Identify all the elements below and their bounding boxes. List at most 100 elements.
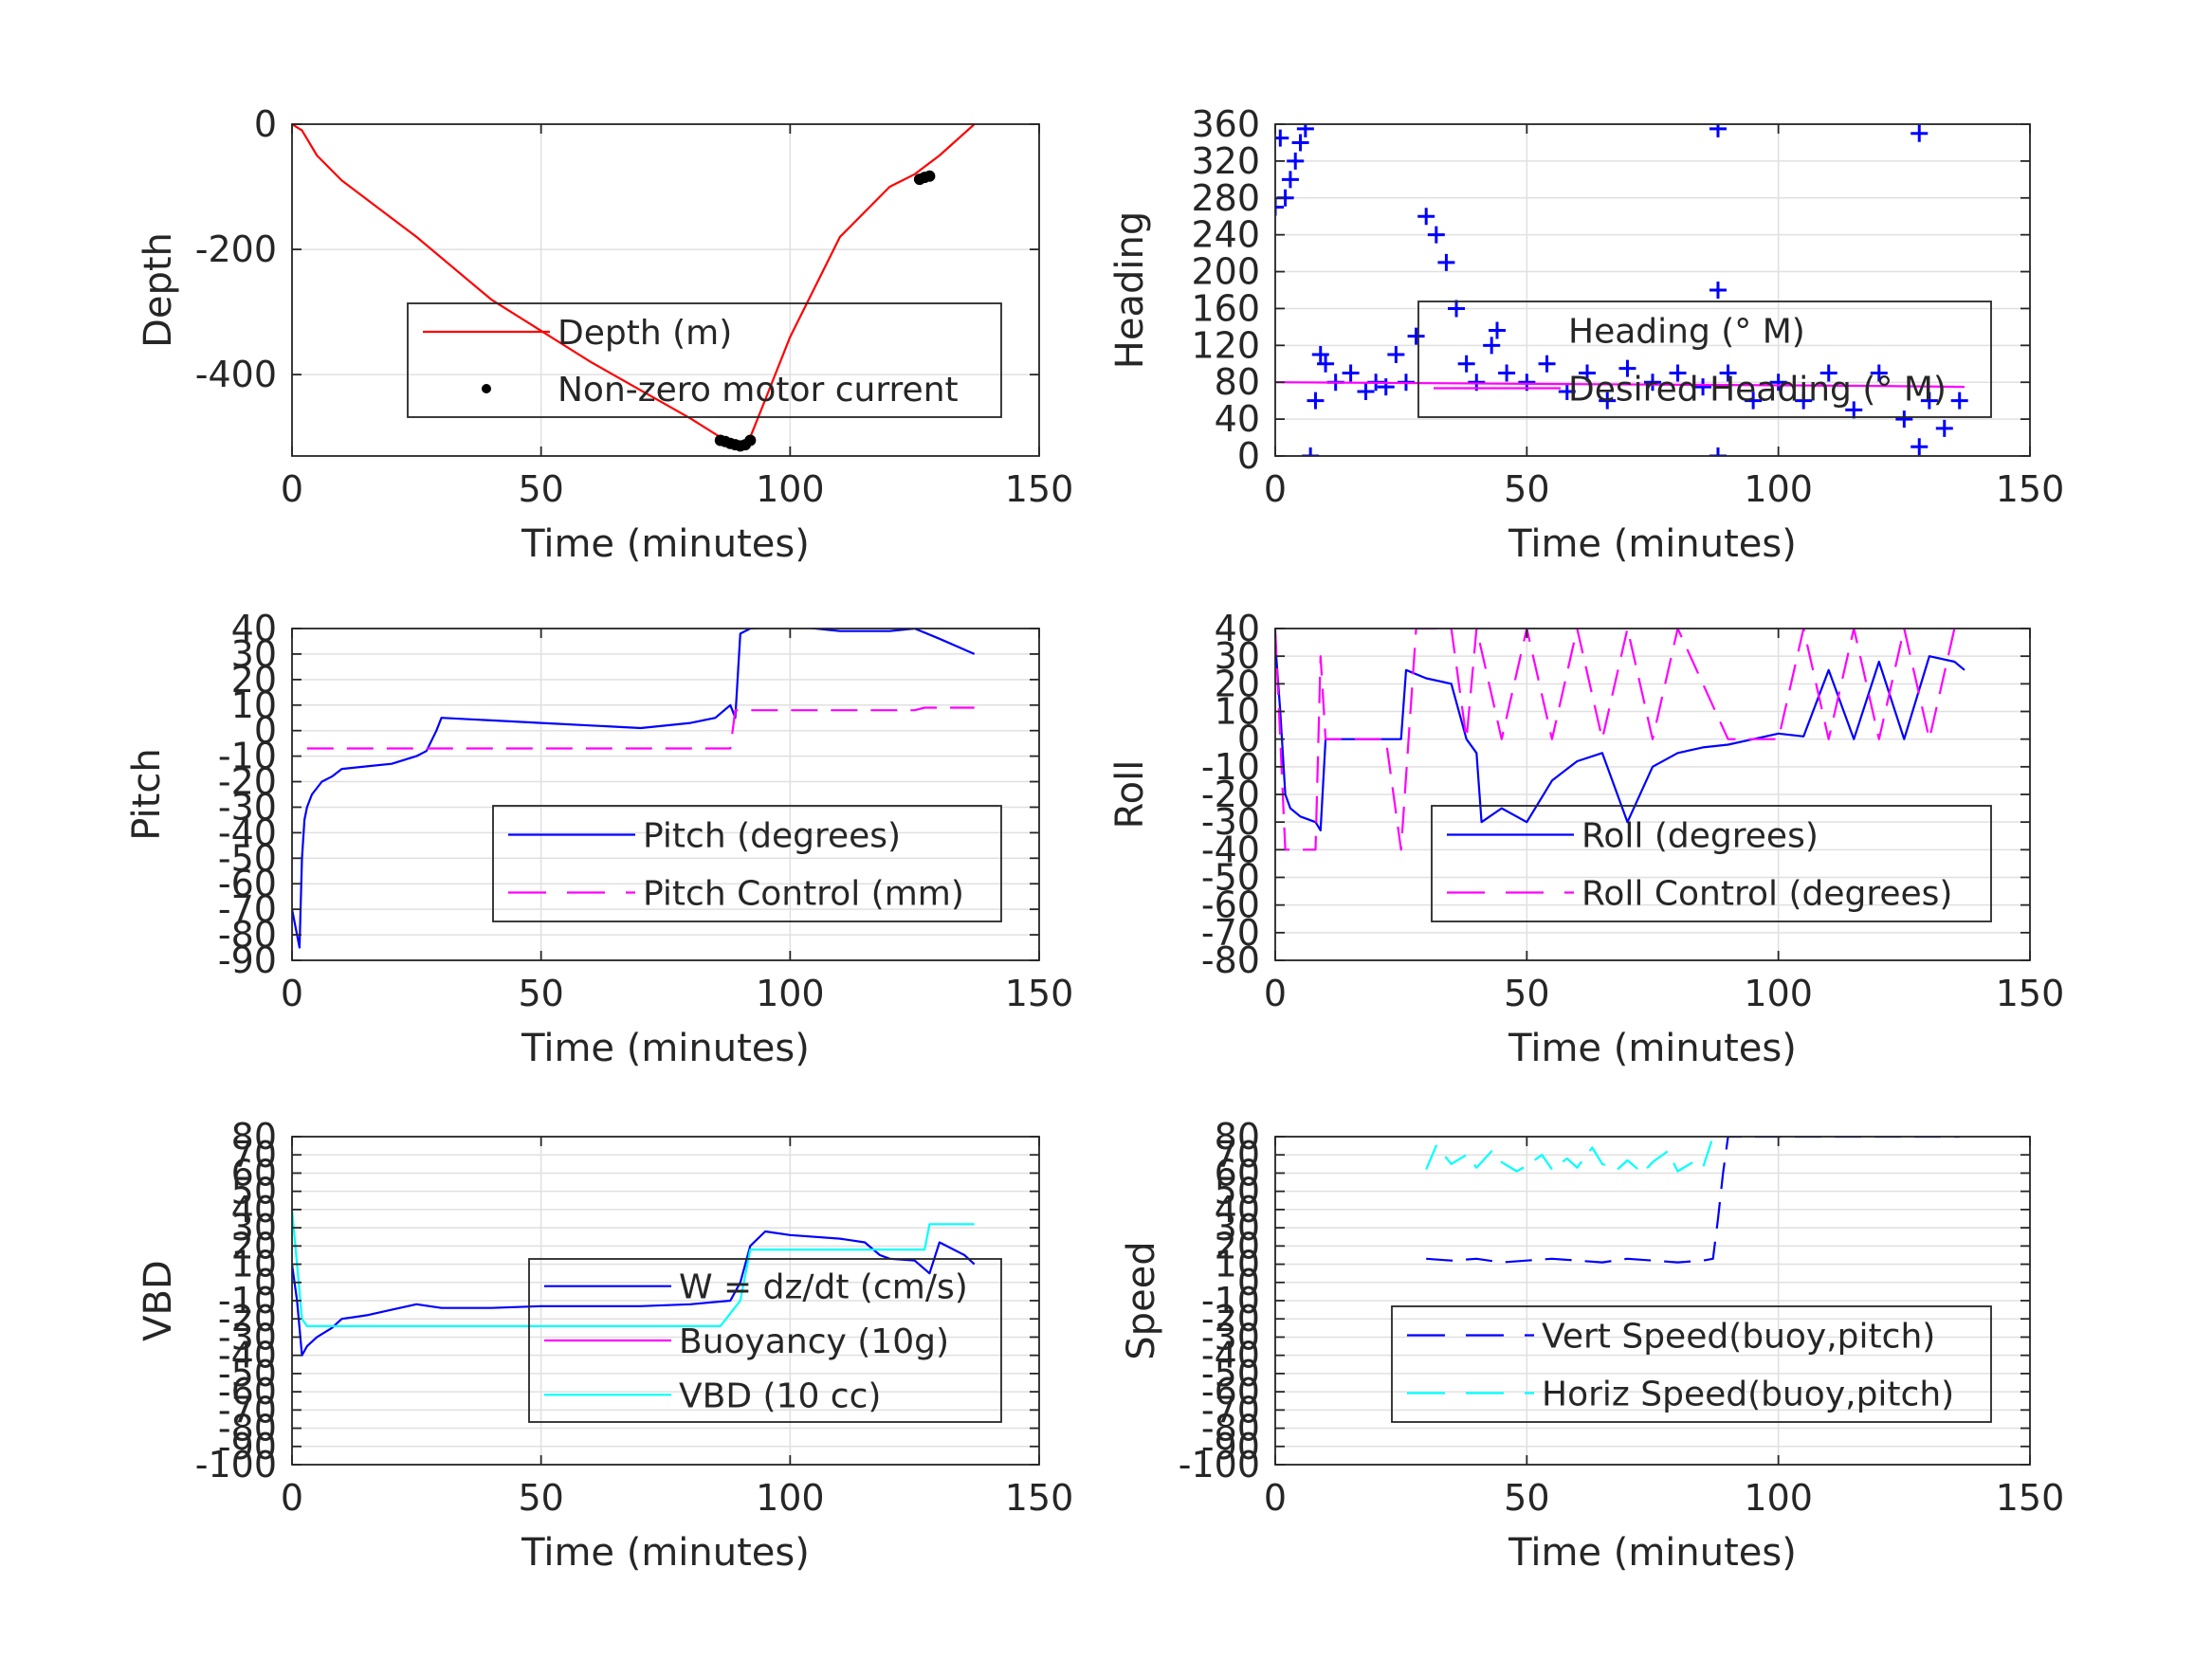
heading-series-0-point-51: [1950, 392, 1968, 410]
pitch-chart-legend: Pitch (degrees) Pitch Control (mm): [492, 805, 1002, 922]
roll-ytick-label-1: -70: [1201, 912, 1260, 954]
speed-legend-box: [1391, 1305, 1992, 1423]
heading-series-0-point-40: [1745, 392, 1763, 410]
roll-legend-box: [1431, 805, 1992, 922]
pitch-ytick-label-11: 20: [231, 659, 277, 701]
pitch-ytick-label-5: -40: [218, 811, 277, 853]
depth-ytick-label-0: 0: [254, 103, 277, 145]
heading-ytick-label-1: 40: [1215, 398, 1260, 440]
roll-xtick-label-3: 150: [1996, 973, 2065, 1014]
roll-ytick-label-8: 0: [1237, 719, 1260, 760]
pitch-ytick-label-6: -30: [218, 786, 277, 828]
speed-chart-xlabel: Time (minutes): [1508, 1531, 1797, 1575]
depth-legend-swatch-1: [482, 384, 491, 393]
depth-xtick-label-1: 50: [518, 468, 563, 510]
speed-series-1-line: [1425, 1137, 1714, 1175]
heading-chart-ylabel: Heading: [1108, 211, 1152, 369]
depth-ytick-label-2: -400: [195, 354, 277, 395]
heading-ytick-label-6: 240: [1191, 214, 1260, 256]
heading-series-0-point-41: [1769, 374, 1787, 392]
vbd-ytick-label-7: -30: [218, 1316, 277, 1358]
heading-ytick-label-5: 200: [1191, 251, 1260, 293]
heading-series-0-point-15: [1377, 378, 1395, 396]
roll-ytick-label-10: 20: [1215, 663, 1260, 704]
vbd-series-2-line: [292, 1209, 975, 1327]
heading-series-0-point-0: [1275, 198, 1284, 216]
heading-series-0-point-31: [1599, 392, 1617, 410]
pitch-xtick-label-3: 150: [1005, 973, 1074, 1014]
pitch-ytick-label-8: -10: [218, 736, 277, 777]
vbd-legend-label-1: Buoyancy (10g): [679, 1322, 949, 1361]
vbd-ytick-label-1: -90: [218, 1426, 277, 1468]
depth-chart-frame: [291, 123, 1040, 457]
heading-series-0-point-7: [1302, 447, 1320, 456]
heading-ytick-label-9: 360: [1191, 103, 1260, 145]
heading-series-0-point-48: [1910, 438, 1929, 456]
heading-xtick-label-3: 150: [1996, 468, 2065, 510]
roll-legend-label-1: Roll Control (degrees): [1581, 875, 1952, 914]
heading-series-0-point-9: [1311, 346, 1329, 364]
vbd-ytick-label-3: -70: [218, 1389, 277, 1431]
speed-ytick-label-7: -30: [1201, 1316, 1260, 1358]
speed-ytick-label-17: 70: [1215, 1134, 1260, 1176]
depth-chart: 0 50 100 150 0 -200 -400 Time (minutes) Depth …: [137, 103, 1073, 566]
vbd-ytick-label-9: -10: [218, 1280, 277, 1322]
heading-series-0-point-4: [1287, 152, 1305, 170]
heading-legend-box: [1417, 301, 1992, 418]
heading-series-0-point-50: [1935, 419, 1953, 437]
pitch-ytick-label-13: 40: [231, 608, 277, 649]
vbd-ytick-label-0: -100: [195, 1444, 277, 1486]
vbd-chart-legend: W = dz/dt (cm/s) Buoyancy (10g) VBD (10 cc…: [528, 1258, 1002, 1423]
heading-series-0-point-33: [1644, 374, 1661, 392]
vbd-xtick-label-1: 50: [518, 1477, 563, 1519]
vbd-ytick-label-15: 50: [231, 1171, 277, 1212]
speed-legend-label-1: Horiz Speed(buoy,pitch): [1542, 1376, 1954, 1414]
pitch-series-1-line: [306, 706, 975, 750]
roll-xtick-label-2: 100: [1744, 973, 1813, 1014]
roll-ytick-label-6: -20: [1201, 774, 1260, 815]
depth-series-1-point-6: [744, 434, 757, 447]
heading-series-0-point-46: [1895, 410, 1913, 428]
speed-chart: 0 50 100 150-100-90-80-70-60-50-40-30-20-10…: [1120, 1116, 2064, 1575]
heading-ytick-label-2: 80: [1215, 361, 1260, 403]
depth-legend-label-0: Depth (m): [558, 314, 732, 353]
pitch-chart-frame: [291, 628, 1040, 961]
pitch-chart: 0 50 100 150-90-80-70-60-50-40-30-20-100102…: [125, 608, 1073, 1070]
heading-series-0-point-47: [1910, 124, 1929, 142]
pitch-ytick-label-7: -20: [218, 761, 277, 803]
heading-series-0-point-23: [1457, 355, 1475, 373]
vbd-ytick-label-18: 80: [231, 1116, 277, 1158]
vbd-ytick-label-13: 30: [231, 1207, 277, 1249]
speed-ytick-label-8: -20: [1201, 1298, 1260, 1340]
depth-chart-legend: Depth (m) Non-zero motor current: [407, 302, 1002, 418]
vbd-ytick-label-6: -40: [218, 1335, 277, 1376]
speed-ytick-label-5: -50: [1201, 1353, 1260, 1395]
vbd-ytick-label-14: 40: [231, 1189, 277, 1231]
pitch-series-0-line: [292, 629, 976, 949]
pitch-ytick-label-12: 30: [231, 633, 277, 675]
heading-series-0-point-36: [1709, 447, 1727, 456]
pitch-ytick-label-4: -50: [218, 837, 277, 879]
pitch-ytick-label-0: -90: [218, 939, 277, 981]
heading-series-0-point-45: [1870, 364, 1888, 382]
vbd-ytick-label-2: -80: [218, 1408, 277, 1449]
vbd-xtick-label-2: 100: [756, 1477, 825, 1519]
pitch-xtick-label-1: 50: [518, 973, 563, 1014]
heading-chart-legend: Heading (° M) Desired Heading (° M): [1417, 301, 1992, 418]
heading-series-0-point-42: [1795, 392, 1813, 410]
vbd-ytick-label-4: -60: [218, 1371, 277, 1413]
speed-ytick-label-2: -80: [1201, 1408, 1260, 1449]
heading-series-0-point-3: [1281, 171, 1299, 189]
speed-chart-ylabel: Speed: [1120, 1241, 1163, 1359]
vbd-legend-box: [528, 1258, 1002, 1423]
depth-xtick-label-0: 0: [281, 468, 303, 510]
heading-series-0-point-10: [1317, 355, 1335, 373]
pitch-ytick-label-3: -60: [218, 863, 277, 904]
heading-xtick-label-1: 50: [1504, 468, 1549, 510]
heading-legend-label-0: Heading (° M): [1568, 313, 1805, 352]
heading-ytick-label-7: 280: [1191, 177, 1260, 219]
pitch-ytick-label-2: -70: [218, 888, 277, 930]
vbd-legend-label-2: VBD (10 cc): [679, 1376, 881, 1415]
heading-series-0-point-35: [1694, 378, 1712, 396]
vbd-ytick-label-8: -20: [218, 1298, 277, 1340]
